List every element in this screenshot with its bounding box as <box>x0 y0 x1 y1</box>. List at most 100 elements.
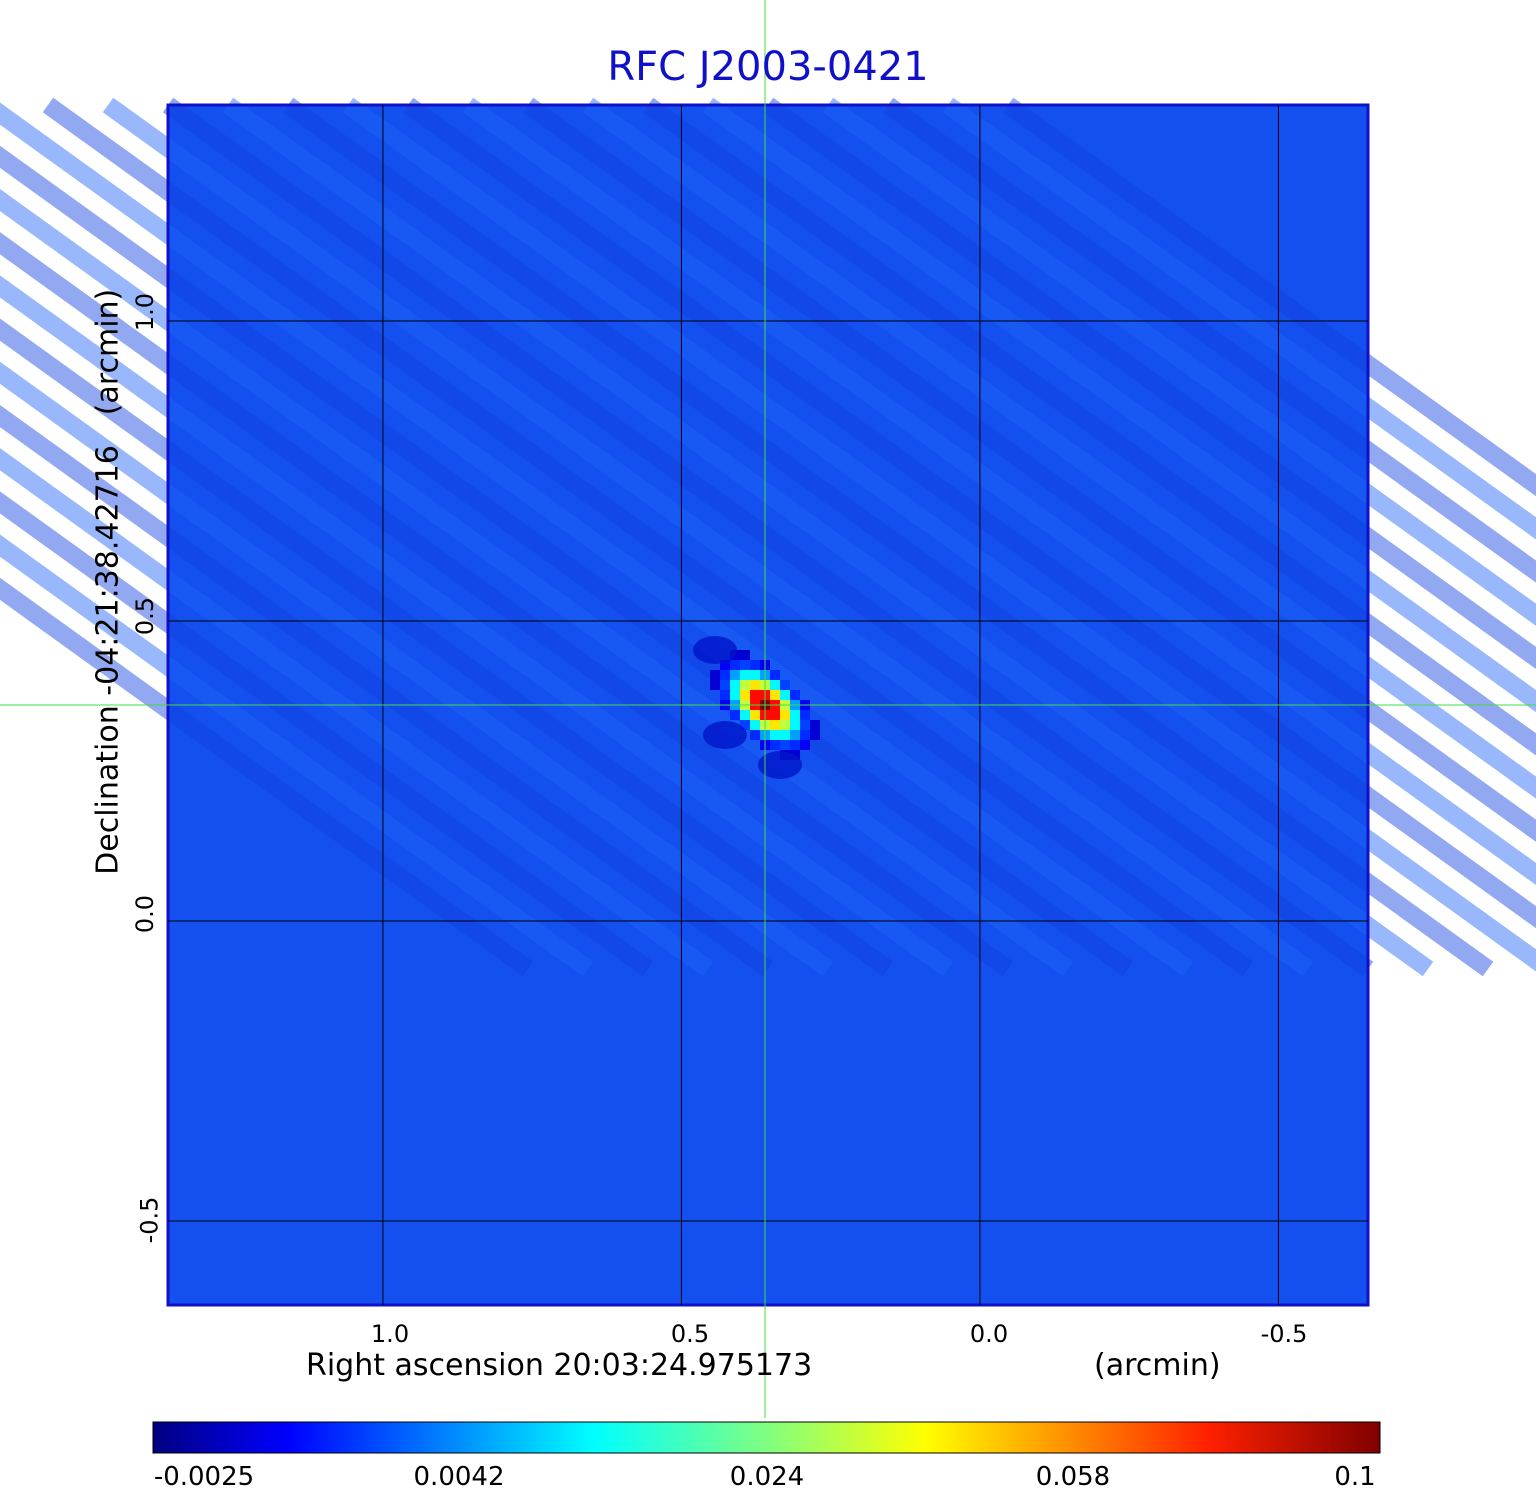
x-axis-unit: (arcmin) <box>1094 1348 1221 1383</box>
source-pixel <box>720 680 731 690</box>
x-axis-label: Right ascension 20:03:24.975173 <box>306 1348 813 1383</box>
source-pixel <box>750 710 761 720</box>
y-axis-unit-text: (arcmin) <box>90 288 126 416</box>
source-pixel <box>750 720 761 730</box>
sidelobe-streak <box>222 97 1434 977</box>
colorbar-tick-label: 0.1 <box>1334 1462 1376 1492</box>
y-tick-label: -0.5 <box>135 1196 164 1244</box>
source-pixel <box>710 680 721 690</box>
sidelobe-streak <box>342 97 1536 972</box>
x-tick-label: -0.5 <box>1260 1320 1308 1348</box>
source-pixel <box>730 710 741 720</box>
source-pixel <box>780 680 791 690</box>
source-pixel <box>720 660 731 670</box>
sidelobe-streak <box>0 318 894 977</box>
source-pixel <box>790 740 801 750</box>
source-pixel <box>800 740 811 750</box>
source-pixel <box>790 720 801 730</box>
sidelobe-streak <box>0 577 534 977</box>
source-pixel <box>770 730 781 740</box>
source-pixel <box>740 680 751 690</box>
sidelobe-streak <box>402 97 1536 929</box>
source-pixel <box>730 690 741 700</box>
y-tick-label: 1.0 <box>131 292 160 332</box>
x-tick-label: 0.0 <box>969 1320 1009 1348</box>
sidelobe-streak <box>0 491 654 977</box>
y-tick-label: 0.0 <box>131 894 160 934</box>
source-pixel <box>790 730 801 740</box>
chart-title: RFC J2003-0421 <box>607 44 929 90</box>
source-pixel <box>740 650 751 660</box>
sidelobe-streak <box>0 361 834 977</box>
sidelobe-streak <box>462 97 1536 886</box>
sidelobe-streak <box>0 102 1194 977</box>
source-pixel <box>780 720 791 730</box>
source-pixel <box>750 670 761 680</box>
source-pixel <box>770 690 781 700</box>
source-pixel <box>800 730 811 740</box>
sidelobe-streak <box>522 97 1536 842</box>
source-pixel <box>750 730 761 740</box>
source-pixel <box>750 660 761 670</box>
source-pixel <box>780 730 791 740</box>
source-pixel <box>730 680 741 690</box>
source-pixel <box>770 710 781 720</box>
sidelobe-streak <box>102 97 1314 977</box>
image-field <box>0 97 1536 1307</box>
source-pixel <box>730 670 741 680</box>
source-pixel <box>750 680 761 690</box>
colorbar-tick-label: 0.024 <box>729 1462 805 1492</box>
source-pixel <box>810 730 821 740</box>
sidelobe-streak <box>0 232 1014 977</box>
sidelobe-streak <box>702 97 1536 713</box>
source-pixel <box>780 690 791 700</box>
source-pixel <box>770 740 781 750</box>
colorbar-tick-label: -0.0025 <box>153 1462 255 1492</box>
source-pixel <box>740 720 751 730</box>
sidelobe-streak <box>942 97 1536 540</box>
sidelobe-streak <box>42 97 1254 977</box>
source-pixel <box>720 690 731 700</box>
y-axis-title: Declination -04:21:38.42716 <box>90 445 126 875</box>
negative-lobe <box>758 751 803 779</box>
source-pixel <box>780 710 791 720</box>
sidelobe-streak <box>0 145 1134 977</box>
negative-lobe <box>703 721 748 749</box>
colorbar <box>152 1421 1381 1454</box>
sidelobe-streak <box>162 97 1374 977</box>
source-pixel <box>720 670 731 680</box>
sidelobe-streak <box>642 97 1536 756</box>
source-pixel <box>790 710 801 720</box>
crosshair <box>0 0 1536 1418</box>
sidelobe-streak <box>0 534 594 977</box>
y-axis-unit: (arcmin) <box>91 289 126 416</box>
source-pixel <box>750 690 761 700</box>
sidelobe-streak <box>0 275 954 977</box>
sidelobe-streak <box>1002 97 1536 497</box>
source-pixel <box>710 670 721 680</box>
source-pixel <box>790 690 801 700</box>
source-pixel <box>800 710 811 720</box>
x-tick-label: 0.5 <box>670 1320 710 1348</box>
source-pixel <box>770 680 781 690</box>
colorbar-tick-label: 0.0042 <box>413 1462 505 1492</box>
sidelobe-streak <box>0 188 1074 977</box>
y-tick-label: 0.5 <box>131 596 160 636</box>
negative-lobe <box>693 636 738 664</box>
colorbar-tick-label: 0.058 <box>1035 1462 1111 1492</box>
sidelobe-streak <box>882 97 1536 583</box>
source-pixel <box>740 710 751 720</box>
source-pixel <box>780 740 791 750</box>
source-pixel <box>730 660 741 670</box>
sidelobe-streak <box>282 97 1494 977</box>
sidelobe-streak <box>822 97 1536 626</box>
y-axis-label: Declination -04:21:38.42716 <box>91 445 126 875</box>
source-pixel <box>810 720 821 730</box>
source-pixel <box>740 670 751 680</box>
source-pixel <box>740 660 751 670</box>
sidelobe-streak <box>0 448 714 977</box>
source-pixel <box>770 670 781 680</box>
x-tick-label: 1.0 <box>370 1320 410 1348</box>
